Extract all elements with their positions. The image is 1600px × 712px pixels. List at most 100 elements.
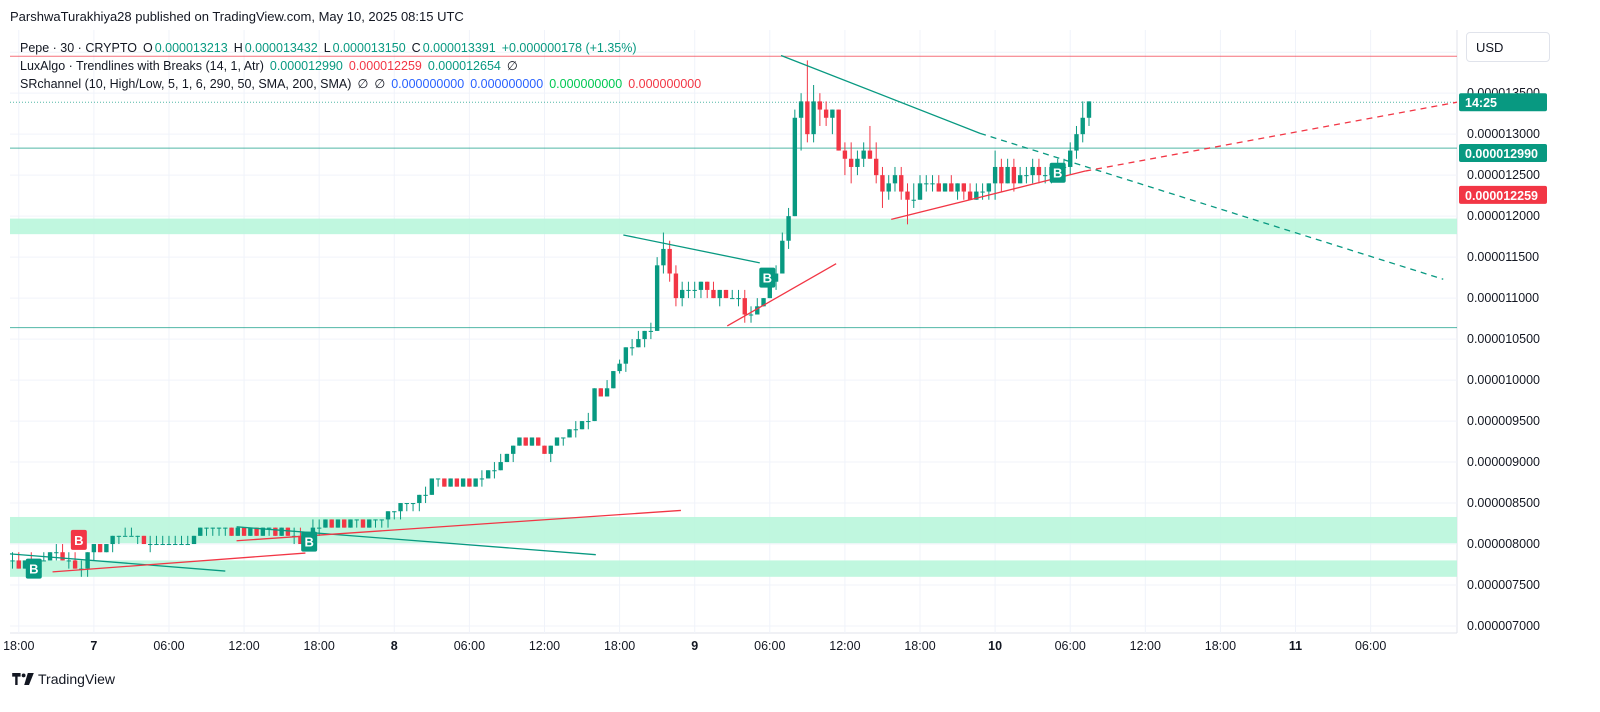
break-marker: B (301, 531, 318, 552)
candle-body (636, 339, 641, 348)
srchannel-empty-2: ∅ (374, 77, 386, 91)
candle (398, 503, 403, 520)
x-tick-label: 06:00 (153, 639, 184, 653)
candle (492, 462, 497, 479)
break-marker-box (70, 529, 87, 550)
candle-body (1068, 150, 1073, 167)
candle (523, 437, 528, 446)
symbol-title[interactable]: Pepe · 30 · CRYPTO (20, 41, 137, 55)
candle-body (398, 503, 403, 512)
candle-body (323, 519, 328, 528)
trendline-resistance (979, 132, 1444, 280)
candle-body (573, 429, 578, 431)
candle-body (373, 519, 378, 521)
candle-body (830, 109, 835, 118)
candle-body (379, 519, 384, 521)
tradingview-footer[interactable]: TradingView (12, 671, 115, 687)
candle-body (122, 535, 128, 537)
candle (273, 527, 278, 536)
candle-body (329, 519, 334, 528)
candle (899, 166, 904, 200)
candle-body (905, 191, 910, 200)
candle-body (523, 437, 528, 446)
candle (911, 183, 916, 208)
candle-body (811, 101, 816, 135)
break-marker-label: B (763, 271, 772, 286)
candle (504, 453, 510, 463)
candle-body (961, 183, 967, 192)
change-value: +0.000000178 (+1.35%) (501, 41, 637, 55)
price-axis-label: 0.000012990 (1459, 144, 1547, 163)
candle-body (836, 109, 841, 151)
candle-body (229, 527, 234, 536)
candle (354, 519, 359, 528)
x-tick-label: 8 (391, 639, 398, 653)
candle (1036, 158, 1042, 184)
currency-selector[interactable]: USD (1466, 32, 1550, 62)
legend-srchannel-row[interactable]: SRchannel (10, High/Low, 5, 1, 6, 290, 5… (20, 75, 701, 93)
candle (629, 339, 635, 356)
candle-body (66, 560, 72, 562)
candle (473, 478, 478, 487)
candle-body (692, 289, 697, 291)
candle-body (942, 183, 948, 192)
candle (936, 175, 941, 192)
candle-body (367, 519, 372, 528)
candle (742, 289, 747, 323)
candle (955, 183, 960, 200)
candle-body (392, 511, 397, 513)
price-axis-label-text: 0.000012990 (1465, 147, 1538, 161)
candle (223, 527, 228, 536)
x-tick-label: 12:00 (529, 639, 560, 653)
candle (210, 527, 215, 536)
candle-body (54, 552, 59, 554)
candle (861, 142, 866, 167)
candle-body (385, 511, 391, 520)
candle-body (723, 289, 729, 299)
candle (385, 511, 391, 528)
luxalgo-title[interactable]: LuxAlgo · Trendlines with Breaks (14, 1,… (20, 59, 264, 73)
trendline-resistance (236, 526, 596, 556)
candle-body (673, 273, 679, 299)
candle-body (623, 347, 629, 364)
candle-body (235, 527, 241, 536)
srchannel-title[interactable]: SRchannel (10, High/Low, 5, 1, 6, 290, 5… (20, 77, 352, 91)
candle-body (266, 527, 272, 529)
candle-body (360, 519, 366, 528)
candle (10, 552, 15, 569)
candle (141, 535, 147, 545)
legend-luxalgo-row[interactable]: LuxAlgo · Trendlines with Breaks (14, 1,… (20, 57, 701, 75)
candle (967, 183, 973, 200)
candle-body (679, 289, 685, 299)
candle (842, 142, 848, 176)
candle (642, 330, 647, 348)
break-marker-label: B (1053, 166, 1062, 181)
candle-body (567, 429, 572, 438)
high-value: 0.000013432 (244, 41, 318, 55)
candle (410, 503, 416, 512)
candle-body (517, 437, 522, 446)
candle-body (773, 273, 779, 282)
candle (711, 281, 716, 299)
candle-body (805, 101, 810, 135)
candle-body (460, 478, 466, 487)
candle (429, 478, 435, 495)
candle (755, 298, 760, 315)
candle-body (686, 289, 691, 291)
candle-body (254, 527, 259, 536)
break-marker-label: B (74, 533, 83, 548)
candle-body (730, 298, 735, 300)
candle (999, 158, 1004, 192)
candle-body (798, 101, 804, 118)
candle (435, 478, 441, 487)
open-label: O (142, 41, 153, 55)
candle-body (1074, 134, 1079, 151)
x-tick-label: 06:00 (1355, 639, 1386, 653)
candle (454, 478, 460, 487)
candle-body (454, 478, 460, 487)
candle-body (492, 470, 497, 472)
candle-body (604, 388, 610, 397)
y-tick-label: 0.000007000 (1467, 619, 1540, 633)
legend-symbol-row[interactable]: Pepe · 30 · CRYPTO O 0.000013213 H 0.0000134… (20, 39, 701, 57)
